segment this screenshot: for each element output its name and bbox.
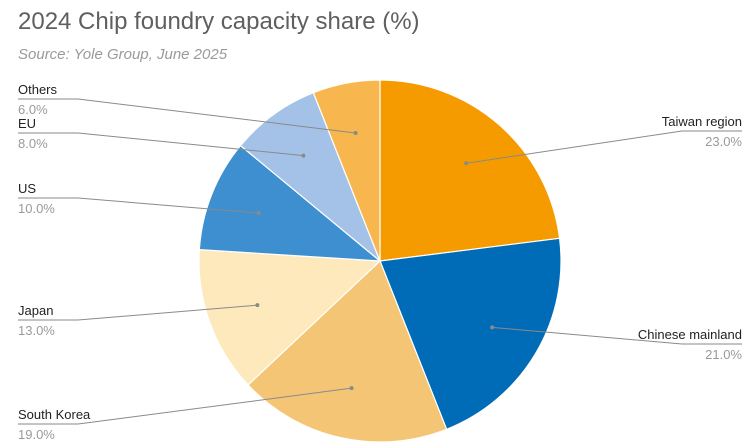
leader-dot	[256, 211, 261, 216]
pie-labels: Taiwan region 23.0% Chinese mainland 21.0% S…	[18, 82, 742, 442]
leader-line	[18, 387, 352, 425]
leader-line	[18, 304, 258, 321]
slice-label: South Korea	[18, 407, 91, 422]
leader-line	[466, 130, 742, 164]
slice-value-label: 8.0%	[18, 136, 48, 151]
leader-dot	[464, 161, 469, 166]
leader-dot	[255, 303, 260, 308]
pie-slices	[198, 79, 562, 443]
leader-line	[18, 197, 259, 214]
pie-slice-us	[198, 144, 382, 262]
slice-label: US	[18, 181, 36, 196]
slice-value-label: 21.0%	[705, 347, 742, 362]
chart-subtitle: Source: Yole Group, June 2025	[18, 46, 228, 63]
slice-label: Japan	[18, 303, 53, 318]
pie-slice-eu	[239, 91, 381, 262]
slice-label: Others	[18, 82, 58, 97]
pie-slice-chinese-mainland	[379, 237, 562, 431]
pie-slice-japan	[198, 248, 382, 386]
leader-line	[18, 132, 304, 157]
leader-dot	[490, 325, 495, 330]
slice-label: Chinese mainland	[638, 327, 742, 342]
slice-value-label: 19.0%	[18, 427, 55, 442]
pie-slice-others	[312, 79, 381, 262]
chart-title: 2024 Chip foundry capacity share (%)	[18, 8, 420, 35]
leader-dot	[349, 386, 354, 391]
leader-line	[492, 326, 742, 345]
leader-dot	[301, 153, 306, 158]
slice-value-label: 10.0%	[18, 201, 55, 216]
slice-value-label: 6.0%	[18, 102, 48, 117]
leader-line	[18, 98, 356, 134]
slice-label: Taiwan region	[662, 114, 742, 129]
slice-label: EU	[18, 116, 36, 131]
slice-value-label: 23.0%	[705, 134, 742, 149]
slice-value-label: 13.0%	[18, 323, 55, 338]
pie-slice-taiwan-region	[379, 79, 561, 262]
leader-dot	[353, 130, 358, 135]
